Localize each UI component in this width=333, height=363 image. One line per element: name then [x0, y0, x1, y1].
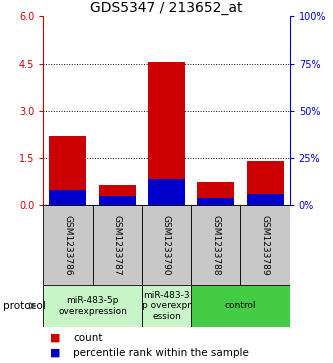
Text: GSM1233788: GSM1233788 — [211, 215, 220, 276]
Text: miR-483-3
p overexpr
ession: miR-483-3 p overexpr ession — [142, 291, 191, 321]
Bar — [99, 185, 136, 205]
Bar — [240, 205, 290, 285]
Bar — [246, 161, 284, 205]
Text: miR-483-5p
overexpression: miR-483-5p overexpression — [58, 296, 127, 315]
Text: GSM1233790: GSM1233790 — [162, 215, 171, 276]
Text: protocol: protocol — [3, 301, 46, 311]
Bar — [246, 194, 284, 205]
Bar — [43, 285, 142, 327]
Text: control: control — [225, 301, 256, 310]
Bar — [93, 205, 142, 285]
Bar — [142, 205, 191, 285]
Bar — [148, 179, 185, 205]
Bar — [191, 205, 240, 285]
Text: percentile rank within the sample: percentile rank within the sample — [73, 348, 249, 358]
Text: ■: ■ — [50, 333, 61, 343]
Bar — [50, 190, 87, 205]
Title: GDS5347 / 213652_at: GDS5347 / 213652_at — [90, 1, 243, 15]
Bar — [43, 205, 93, 285]
Bar — [142, 285, 191, 327]
Text: GSM1233789: GSM1233789 — [260, 215, 270, 276]
Bar — [197, 197, 234, 205]
Text: count: count — [73, 333, 103, 343]
Bar — [50, 136, 87, 205]
Text: GSM1233786: GSM1233786 — [63, 215, 73, 276]
Text: ■: ■ — [50, 348, 61, 358]
Bar — [191, 285, 290, 327]
Bar — [197, 182, 234, 205]
Text: GSM1233787: GSM1233787 — [113, 215, 122, 276]
Bar — [99, 196, 136, 205]
Bar — [148, 62, 185, 205]
